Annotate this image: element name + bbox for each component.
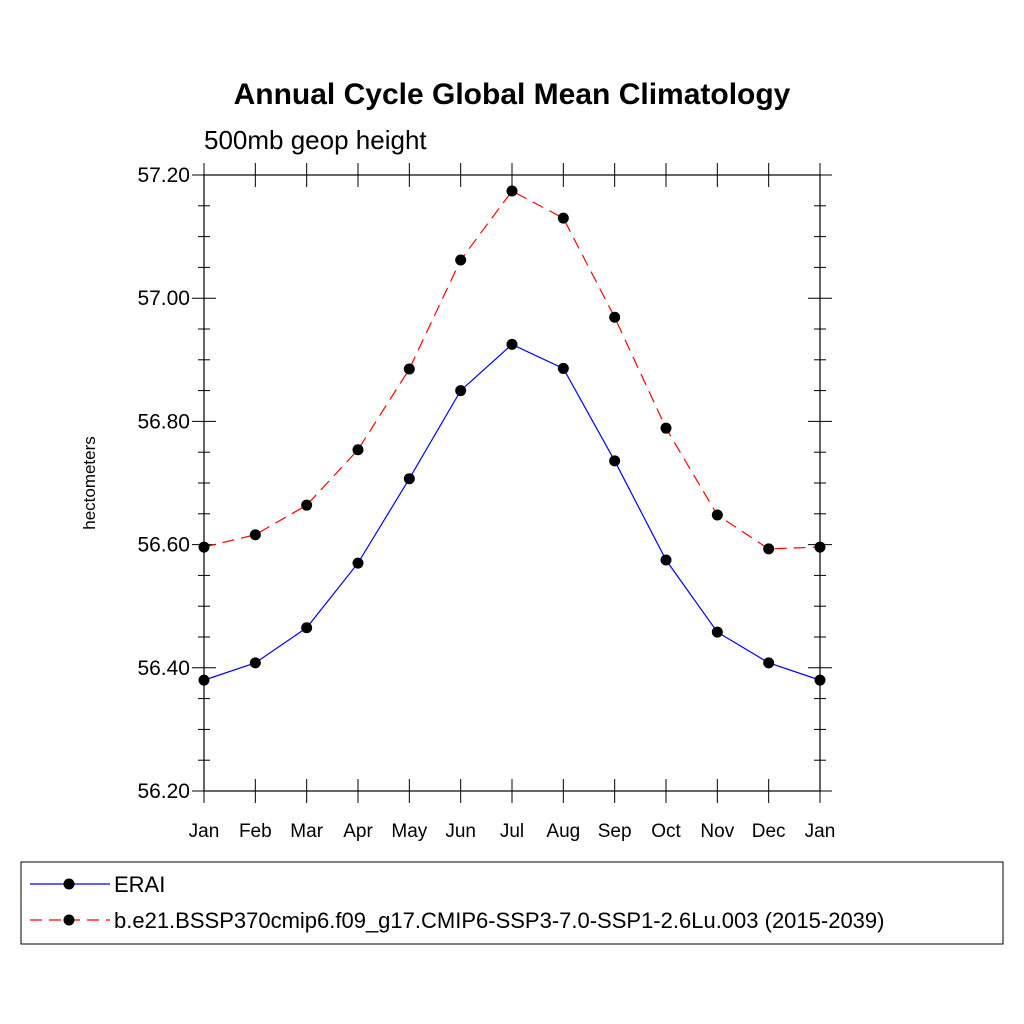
legend-box — [20, 861, 1004, 945]
x-tick-label: Sep — [598, 821, 632, 842]
y-axis-label: hectometers — [80, 436, 99, 530]
data-point-series-0 — [557, 362, 569, 374]
data-point-series-1 — [455, 254, 467, 266]
legend: ERAI b.e21.BSSP370cmip6.f09_g17.CMIP6-SS… — [20, 861, 1004, 945]
series-line-1 — [203, 190, 821, 550]
series-lines — [203, 190, 821, 681]
data-point-series-1 — [198, 541, 210, 553]
x-tick-label: Feb — [239, 821, 272, 842]
series-markers — [198, 185, 826, 686]
x-tick-label: May — [391, 821, 427, 842]
data-point-series-0 — [763, 657, 775, 669]
x-tick-label: Aug — [546, 821, 580, 842]
legend-marker-model — [63, 914, 75, 926]
data-point-series-0 — [403, 473, 415, 485]
data-point-series-0 — [455, 385, 467, 397]
chart-subtitle: 500mb geop height — [204, 125, 427, 155]
legend-label-erai: ERAI — [114, 872, 165, 897]
data-point-series-1 — [763, 543, 775, 555]
data-point-series-0 — [352, 557, 364, 569]
data-point-series-1 — [557, 212, 569, 224]
axis-tick-labels: 56.20 56.40 56.60 56.80 57.00 57.20 Jan Feb Mar A… — [137, 164, 835, 842]
data-point-series-1 — [249, 529, 261, 541]
data-point-series-0 — [249, 657, 261, 669]
data-point-series-0 — [814, 674, 826, 686]
y-tick-label: 56.40 — [137, 657, 190, 680]
data-point-series-1 — [352, 444, 364, 456]
plot-frame — [203, 174, 821, 792]
y-tick-label: 56.80 — [137, 410, 190, 433]
data-point-series-1 — [506, 185, 518, 197]
x-tick-label: Apr — [343, 821, 373, 842]
x-tick-label: Jan — [805, 821, 836, 842]
data-point-series-0 — [301, 622, 313, 634]
chart-title: Annual Cycle Global Mean Climatology — [234, 78, 791, 111]
x-tick-label: Jun — [445, 821, 476, 842]
series-line-0 — [203, 343, 821, 681]
x-tick-label: Mar — [290, 821, 323, 842]
data-point-series-1 — [301, 499, 313, 511]
data-point-series-1 — [660, 422, 672, 434]
x-tick-label: Oct — [651, 821, 681, 842]
legend-marker-erai — [63, 878, 75, 890]
y-tick-label: 56.20 — [137, 780, 190, 803]
data-point-series-1 — [609, 311, 621, 323]
legend-label-model: b.e21.BSSP370cmip6.f09_g17.CMIP6-SSP3-7.… — [114, 908, 884, 933]
x-tick-label: Dec — [752, 821, 786, 842]
data-point-series-1 — [403, 363, 415, 375]
axis-ticks — [192, 163, 832, 803]
data-point-series-0 — [711, 626, 723, 638]
data-point-series-1 — [814, 541, 826, 553]
x-tick-label: Jul — [500, 821, 524, 842]
data-point-series-0 — [506, 338, 518, 350]
y-tick-label: 57.00 — [137, 287, 190, 310]
y-tick-label: 57.20 — [137, 164, 190, 187]
x-tick-label: Jan — [189, 821, 220, 842]
data-point-series-1 — [711, 509, 723, 521]
x-tick-label: Nov — [700, 821, 734, 842]
data-point-series-0 — [660, 554, 672, 566]
data-point-series-0 — [198, 674, 210, 686]
y-tick-label: 56.60 — [137, 534, 190, 557]
data-point-series-0 — [609, 455, 621, 467]
